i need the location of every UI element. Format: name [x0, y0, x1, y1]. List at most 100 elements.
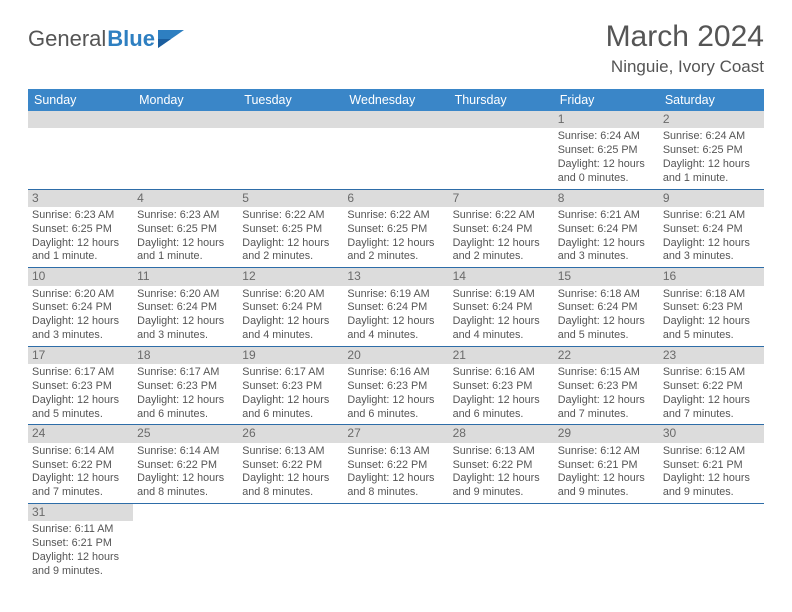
day-number: 5: [238, 190, 343, 207]
calendar-cell: 6Sunrise: 6:22 AMSunset: 6:25 PMDaylight…: [343, 189, 448, 268]
day-number: 17: [28, 347, 133, 364]
location: Ninguie, Ivory Coast: [606, 57, 764, 77]
day-info-line: Daylight: 12 hours and 8 minutes.: [242, 472, 339, 500]
day-info-line: Sunset: 6:24 PM: [347, 301, 444, 315]
day-info-line: Daylight: 12 hours and 9 minutes.: [32, 551, 129, 579]
day-info-line: Sunrise: 6:20 AM: [242, 288, 339, 302]
day-info-line: Daylight: 12 hours and 9 minutes.: [453, 472, 550, 500]
day-info-line: Sunrise: 6:14 AM: [32, 445, 129, 459]
day-info-line: Sunrise: 6:23 AM: [137, 209, 234, 223]
day-info-line: Daylight: 12 hours and 2 minutes.: [453, 237, 550, 265]
calendar-cell: 5Sunrise: 6:22 AMSunset: 6:25 PMDaylight…: [238, 189, 343, 268]
day-info-line: Sunset: 6:24 PM: [558, 223, 655, 237]
day-number: 4: [133, 190, 238, 207]
day-info-line: Sunset: 6:25 PM: [558, 144, 655, 158]
calendar-row: 3Sunrise: 6:23 AMSunset: 6:25 PMDaylight…: [28, 189, 764, 268]
calendar-cell: 7Sunrise: 6:22 AMSunset: 6:24 PMDaylight…: [449, 189, 554, 268]
calendar-cell-empty: [343, 504, 448, 582]
logo-flag-icon: [158, 30, 184, 48]
calendar-cell-empty: [343, 111, 448, 189]
calendar-cell: 29Sunrise: 6:12 AMSunset: 6:21 PMDayligh…: [554, 425, 659, 504]
day-info-line: Sunset: 6:23 PM: [453, 380, 550, 394]
day-info-line: Sunrise: 6:15 AM: [663, 366, 760, 380]
day-info-line: Daylight: 12 hours and 3 minutes.: [558, 237, 655, 265]
day-info-line: Sunrise: 6:17 AM: [242, 366, 339, 380]
brand-part1: General: [28, 26, 106, 52]
brand-part2: Blue: [107, 26, 155, 52]
day-number: 21: [449, 347, 554, 364]
day-info-line: Sunrise: 6:22 AM: [347, 209, 444, 223]
day-info-line: Daylight: 12 hours and 4 minutes.: [347, 315, 444, 343]
day-info-line: Daylight: 12 hours and 4 minutes.: [242, 315, 339, 343]
day-header: Sunday: [28, 89, 133, 111]
day-number: 15: [554, 268, 659, 285]
day-info-line: Sunset: 6:25 PM: [663, 144, 760, 158]
day-info-line: Daylight: 12 hours and 3 minutes.: [663, 237, 760, 265]
calendar-cell: 22Sunrise: 6:15 AMSunset: 6:23 PMDayligh…: [554, 346, 659, 425]
day-info-line: Sunrise: 6:14 AM: [137, 445, 234, 459]
day-info-line: Daylight: 12 hours and 3 minutes.: [32, 315, 129, 343]
day-info-line: Sunrise: 6:13 AM: [242, 445, 339, 459]
day-number: 28: [449, 425, 554, 442]
calendar-cell: 3Sunrise: 6:23 AMSunset: 6:25 PMDaylight…: [28, 189, 133, 268]
calendar-cell-empty: [28, 111, 133, 189]
day-info-line: Daylight: 12 hours and 8 minutes.: [137, 472, 234, 500]
day-number: 24: [28, 425, 133, 442]
day-number: 1: [554, 111, 659, 128]
day-info-line: Sunset: 6:23 PM: [663, 301, 760, 315]
day-info-line: Sunset: 6:23 PM: [137, 380, 234, 394]
day-info-line: Sunrise: 6:17 AM: [137, 366, 234, 380]
calendar-row: 17Sunrise: 6:17 AMSunset: 6:23 PMDayligh…: [28, 346, 764, 425]
calendar-row: 1Sunrise: 6:24 AMSunset: 6:25 PMDaylight…: [28, 111, 764, 189]
calendar-cell: 9Sunrise: 6:21 AMSunset: 6:24 PMDaylight…: [659, 189, 764, 268]
day-number: 12: [238, 268, 343, 285]
day-info-line: Sunset: 6:25 PM: [137, 223, 234, 237]
day-info-line: Daylight: 12 hours and 4 minutes.: [453, 315, 550, 343]
day-info-line: Daylight: 12 hours and 1 minute.: [137, 237, 234, 265]
calendar-table: Sunday Monday Tuesday Wednesday Thursday…: [28, 89, 764, 582]
day-number: 26: [238, 425, 343, 442]
day-info-line: Daylight: 12 hours and 2 minutes.: [347, 237, 444, 265]
day-number: 7: [449, 190, 554, 207]
day-info-line: Sunset: 6:25 PM: [242, 223, 339, 237]
day-info-line: Sunrise: 6:21 AM: [663, 209, 760, 223]
day-number: 13: [343, 268, 448, 285]
day-info-line: Sunset: 6:25 PM: [347, 223, 444, 237]
day-info-line: Daylight: 12 hours and 6 minutes.: [347, 394, 444, 422]
calendar-cell: 31Sunrise: 6:11 AMSunset: 6:21 PMDayligh…: [28, 504, 133, 582]
day-number: 8: [554, 190, 659, 207]
calendar-cell: 14Sunrise: 6:19 AMSunset: 6:24 PMDayligh…: [449, 268, 554, 347]
day-info-line: Sunset: 6:23 PM: [347, 380, 444, 394]
day-info-line: Daylight: 12 hours and 0 minutes.: [558, 158, 655, 186]
day-info-line: Daylight: 12 hours and 1 minute.: [32, 237, 129, 265]
day-info-line: Daylight: 12 hours and 6 minutes.: [137, 394, 234, 422]
calendar-cell-empty: [659, 504, 764, 582]
day-info-line: Sunrise: 6:24 AM: [558, 130, 655, 144]
day-number: 16: [659, 268, 764, 285]
calendar-cell: 24Sunrise: 6:14 AMSunset: 6:22 PMDayligh…: [28, 425, 133, 504]
day-info-line: Daylight: 12 hours and 1 minute.: [663, 158, 760, 186]
day-number: 14: [449, 268, 554, 285]
day-header: Friday: [554, 89, 659, 111]
calendar-cell: 21Sunrise: 6:16 AMSunset: 6:23 PMDayligh…: [449, 346, 554, 425]
day-number: 10: [28, 268, 133, 285]
calendar-cell-empty: [133, 111, 238, 189]
day-info-line: Sunset: 6:21 PM: [663, 459, 760, 473]
brand-logo: GeneralBlue: [28, 26, 184, 52]
day-info-line: Sunset: 6:22 PM: [347, 459, 444, 473]
calendar-cell: 28Sunrise: 6:13 AMSunset: 6:22 PMDayligh…: [449, 425, 554, 504]
calendar-cell-empty: [449, 504, 554, 582]
calendar-row: 31Sunrise: 6:11 AMSunset: 6:21 PMDayligh…: [28, 504, 764, 582]
day-info-line: Daylight: 12 hours and 5 minutes.: [32, 394, 129, 422]
calendar-cell: 13Sunrise: 6:19 AMSunset: 6:24 PMDayligh…: [343, 268, 448, 347]
calendar-cell-empty: [449, 111, 554, 189]
day-info-line: Sunrise: 6:12 AM: [558, 445, 655, 459]
day-info-line: Sunrise: 6:18 AM: [558, 288, 655, 302]
day-number: 22: [554, 347, 659, 364]
day-info-line: Sunset: 6:21 PM: [558, 459, 655, 473]
day-info-line: Sunrise: 6:17 AM: [32, 366, 129, 380]
calendar-cell: 4 Sunrise: 6:23 AMSunset: 6:25 PMDaylight…: [133, 189, 238, 268]
day-info-line: Sunrise: 6:20 AM: [32, 288, 129, 302]
day-info-line: Sunrise: 6:19 AM: [453, 288, 550, 302]
calendar-cell-empty: [238, 504, 343, 582]
